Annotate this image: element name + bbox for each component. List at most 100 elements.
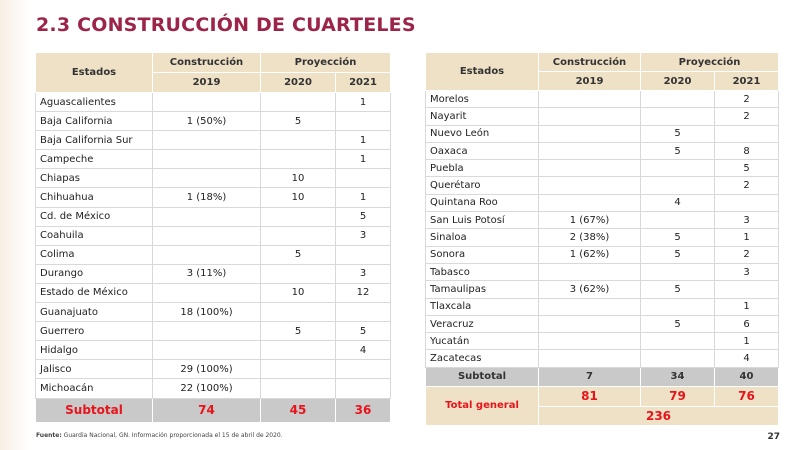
header-cell: 2019 (538, 71, 641, 91)
value-cell (152, 206, 261, 227)
table-row: Quintana Roo 4 (425, 193, 779, 213)
table-row: Nuevo León 5 (425, 124, 779, 143)
value-cell: 5 (714, 159, 779, 178)
value-cell (335, 378, 391, 399)
value-cell (335, 111, 391, 132)
value-cell: 1 (50%) (152, 111, 261, 132)
table-row: Michoacán 22 (100%) (35, 378, 391, 399)
header-cell: 2021 (335, 72, 391, 93)
value-cell: 4 (335, 340, 391, 361)
slide-title: 2.3 CONSTRUCCIÓN DE CUARTELES (36, 14, 416, 36)
value-cell: 8 (714, 141, 779, 161)
total-sum: 236 (538, 405, 779, 426)
value-cell (152, 244, 261, 265)
table-row: Zacatecas 4 (425, 349, 779, 368)
state-cell: Oaxaca (425, 141, 539, 161)
value-cell: 1 (335, 149, 391, 170)
state-cell: Zacatecas (425, 349, 539, 368)
table-row: Morelos 2 (425, 89, 779, 109)
header-cell: Proyección (260, 52, 391, 73)
value-cell (260, 378, 336, 399)
subtotal-label: Subtotal (425, 366, 539, 387)
state-cell: Colima (35, 244, 153, 265)
table-row: Durango 3 (11%) 3 (35, 263, 391, 284)
value-cell: 22 (100%) (152, 378, 261, 399)
value-cell: 3 (335, 225, 391, 246)
value-cell: 3 (335, 263, 391, 284)
table-row: Yucatán 1 (425, 332, 779, 351)
state-cell: Querétaro (425, 176, 539, 195)
value-cell: 2 (38%) (538, 228, 641, 247)
value-cell (152, 225, 261, 246)
table-row: Guanajuato 18 (100%) (35, 302, 391, 323)
footnote: Fuente: Guardia Nacional, GN. Informació… (36, 432, 283, 439)
table-row: Aguascalientes 1 (35, 91, 391, 113)
table-row: Veracruz 5 6 (425, 314, 779, 334)
state-cell: Coahuila (35, 225, 153, 246)
header-cell: Proyección (640, 52, 779, 72)
table-row: Estado de México 10 12 (35, 282, 391, 304)
table-row: Guerrero 5 5 (35, 321, 391, 342)
table-row: Sonora 1 (62%) 5 2 (425, 245, 779, 264)
value-cell (714, 193, 779, 213)
value-cell: 5 (640, 228, 715, 247)
value-cell: 2 (714, 176, 779, 195)
state-cell: Tlaxcala (425, 297, 539, 316)
value-cell (538, 141, 641, 161)
total-label: Total general (425, 385, 539, 426)
table-row: Jalisco 29 (100%) (35, 359, 391, 380)
total-value: 76 (714, 385, 779, 407)
subtotal-value: 36 (335, 397, 391, 423)
value-cell (640, 262, 715, 282)
table-row: Colima 5 (35, 244, 391, 265)
value-cell (260, 130, 336, 151)
table-row: Tlaxcala 1 (425, 297, 779, 316)
value-cell: 5 (640, 124, 715, 143)
table-row: Campeche 1 (35, 149, 391, 170)
value-cell (260, 340, 336, 361)
subtotal-value: 34 (640, 366, 715, 387)
value-cell (640, 332, 715, 351)
value-cell: 5 (335, 206, 391, 227)
value-cell (538, 193, 641, 213)
value-cell: 1 (714, 332, 779, 351)
subtotal-value: 45 (260, 397, 336, 423)
state-cell: Sonora (425, 245, 539, 264)
table-row: Chihuahua 1 (18%) 10 1 (35, 187, 391, 208)
state-cell: Baja California (35, 111, 153, 132)
value-cell: 18 (100%) (152, 302, 261, 323)
value-cell (152, 130, 261, 151)
header-cell: Estados (35, 52, 153, 93)
state-cell: Puebla (425, 159, 539, 178)
value-cell: 1 (67%) (538, 211, 641, 230)
value-cell: 5 (640, 141, 715, 161)
value-cell (640, 297, 715, 316)
table-row: Hidalgo 4 (35, 340, 391, 361)
table-row: Baja California Sur 1 (35, 130, 391, 151)
value-cell (260, 263, 336, 284)
value-cell (640, 211, 715, 230)
value-cell: 4 (640, 193, 715, 213)
value-cell: 1 (335, 187, 391, 208)
value-cell (260, 206, 336, 227)
value-cell (335, 244, 391, 265)
state-cell: Tabasco (425, 262, 539, 282)
value-cell: 5 (640, 245, 715, 264)
source-label: Fuente: (36, 432, 62, 439)
header-row: Estados Construcción Proyección (425, 52, 779, 91)
value-cell: 10 (260, 282, 336, 304)
state-cell: Estado de México (35, 282, 153, 304)
value-cell: 2 (714, 107, 779, 126)
value-cell (538, 159, 641, 178)
table-row: Nayarit 2 (425, 107, 779, 126)
value-cell (260, 302, 336, 323)
value-cell (714, 124, 779, 143)
table-row: Tabasco 3 (425, 262, 779, 282)
value-cell (335, 359, 391, 380)
subtotal-value: 74 (152, 397, 261, 423)
state-cell: Chiapas (35, 168, 153, 189)
table-row: Tamaulipas 3 (62%) 5 (425, 280, 779, 299)
header-cell: 2021 (714, 71, 779, 91)
value-cell (640, 107, 715, 126)
header-cell: 2019 (152, 72, 261, 93)
